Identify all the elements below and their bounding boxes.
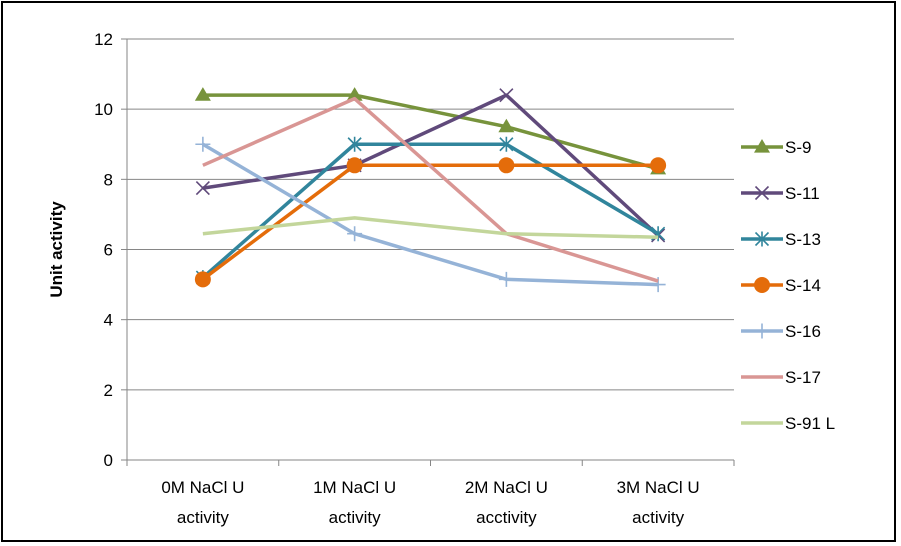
legend-label: S-14 <box>785 276 821 295</box>
legend-marker <box>754 185 770 201</box>
data-point <box>195 136 211 152</box>
data-point <box>194 271 211 288</box>
data-point <box>195 181 210 196</box>
data-point <box>347 226 363 242</box>
data-point <box>194 87 211 101</box>
legend-marker <box>754 231 770 247</box>
y-tick-label: 2 <box>104 381 113 400</box>
series-line-s-17 <box>202 96 659 283</box>
legend-label: S-11 <box>785 184 820 203</box>
legend-label: S-17 <box>785 368 821 387</box>
series-line-s-16 <box>201 142 659 287</box>
series-line-s-9 <box>202 93 659 171</box>
data-point <box>650 157 667 174</box>
legend-label: S-16 <box>785 322 821 341</box>
y-tick-label: 0 <box>104 451 113 470</box>
data-point <box>346 157 363 174</box>
y-tick-label: 10 <box>94 100 113 119</box>
data-point <box>651 226 666 242</box>
y-tick-label: 8 <box>104 170 113 189</box>
series-line-s-14 <box>201 163 659 281</box>
data-point <box>498 271 514 287</box>
legend-label: S-13 <box>785 230 821 249</box>
y-axis-label: Unit activity <box>47 201 66 298</box>
y-tick-label: 6 <box>104 241 113 260</box>
legend-label: S-9 <box>785 138 811 157</box>
data-point <box>346 87 363 101</box>
y-tick-label: 12 <box>94 30 113 49</box>
data-point <box>498 118 515 133</box>
y-tick-label: 4 <box>104 311 113 330</box>
data-point <box>499 88 514 103</box>
series-line-s-13 <box>201 142 660 279</box>
data-point <box>499 136 514 152</box>
legend-marker <box>754 323 770 339</box>
legend-marker <box>754 139 770 153</box>
series-line-s-91-l <box>202 216 659 239</box>
legend-marker <box>754 277 770 293</box>
legend-label: S-91 L <box>785 414 835 433</box>
data-point <box>498 157 515 174</box>
data-point <box>347 136 362 152</box>
